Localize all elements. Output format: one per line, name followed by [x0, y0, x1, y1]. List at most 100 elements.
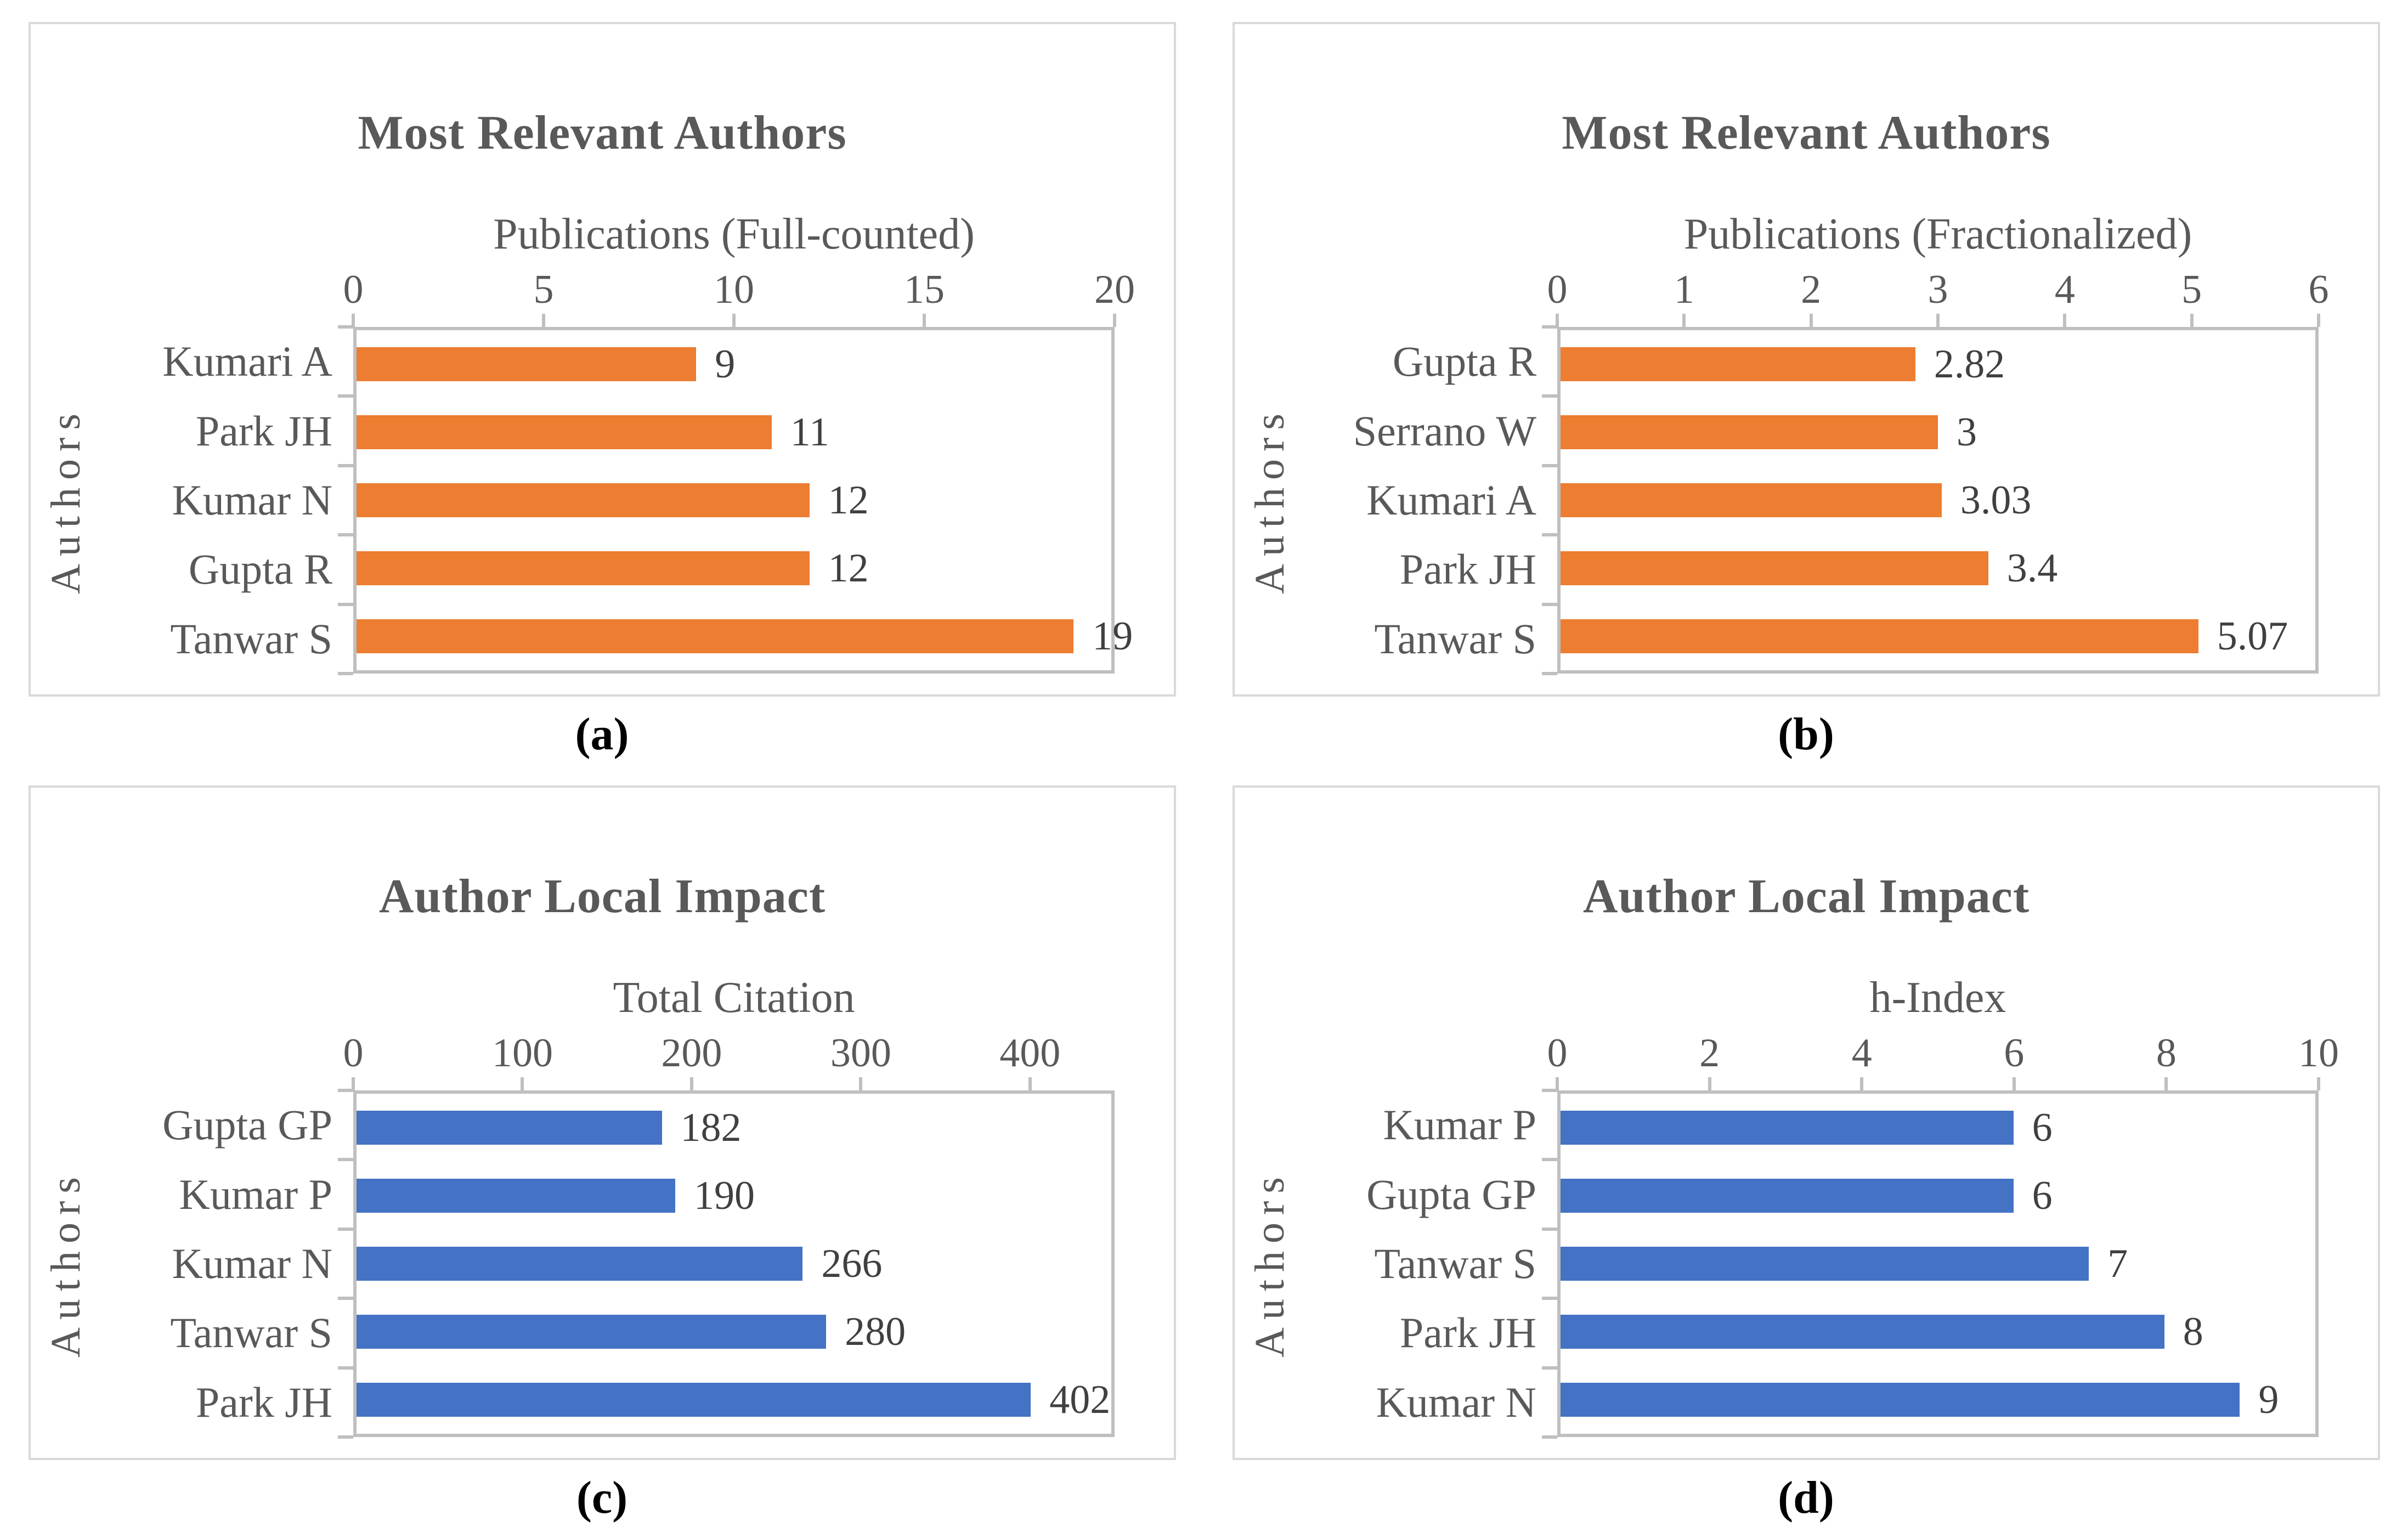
category-labels: Gupta GP Kumar P Kumar N Tanwar S Park JH	[47, 1090, 332, 1437]
value-label: 402	[1049, 1377, 1111, 1422]
bar	[357, 1247, 803, 1281]
bar	[357, 619, 1074, 653]
bar	[357, 551, 810, 585]
x-tick-mark	[1556, 314, 1559, 327]
category-label: Tanwar S	[1374, 1239, 1536, 1287]
x-tick-label: 20	[1094, 267, 1135, 312]
x-tick-label: 2	[1801, 267, 1822, 312]
category-label: Gupta GP	[1366, 1170, 1536, 1218]
y-tick-mark	[1542, 1227, 1557, 1231]
y-tick-mark	[338, 1297, 353, 1300]
x-tick-mark	[1028, 1077, 1032, 1090]
x-tick-label: 6	[2308, 267, 2329, 312]
value-label: 11	[790, 410, 830, 455]
x-tick-label: 1	[1674, 267, 1694, 312]
value-label: 8	[2183, 1309, 2203, 1354]
category-label: Gupta GP	[162, 1101, 332, 1149]
y-tick-mark	[1542, 463, 1557, 467]
x-axis-tick-labels: 0 1 2 3 4 5 6	[1547, 267, 2329, 313]
x-tick-mark	[2012, 1077, 2016, 1090]
panel-caption: (b)	[1778, 709, 1834, 760]
bar	[357, 1111, 662, 1145]
x-tick-label: 15	[904, 267, 945, 312]
x-tick-mark	[1809, 314, 1813, 327]
x-tick-label: 0	[343, 267, 364, 312]
x-tick-label: 0	[1547, 1031, 1568, 1076]
value-label: 6	[2032, 1105, 2053, 1150]
quadrant-a: Most Relevant Authors Publications (Full…	[0, 0, 1204, 764]
y-tick-mark	[338, 602, 353, 606]
bar	[357, 483, 810, 517]
y-tick-mark	[338, 1227, 353, 1231]
x-axis-tick-marks	[352, 314, 1116, 327]
y-tick-mark	[338, 533, 353, 537]
x-tick-mark	[732, 314, 736, 327]
x-tick-mark	[1556, 1077, 1559, 1090]
chart-panel-d: Author Local Impact h-Index 0 2 4 6 8 10 Auth…	[1233, 785, 2380, 1460]
category-label: Gupta R	[1392, 337, 1536, 386]
y-tick-mark	[338, 1158, 353, 1162]
category-label: Park JH	[195, 406, 332, 455]
quadrant-d: Author Local Impact h-Index 0 2 4 6 8 10 Auth…	[1204, 764, 2408, 1527]
chart-title: Most Relevant Authors	[1562, 106, 2051, 160]
category-label: Park JH	[195, 1378, 332, 1426]
x-axis-tick-labels: 0 100 200 300 400	[343, 1030, 1115, 1076]
value-label: 19	[1092, 614, 1133, 659]
x-axis-tick-labels: 0 5 10 15 20	[343, 267, 1135, 313]
category-label: Gupta R	[188, 545, 332, 593]
plot-area: 2.82 3 3.03 3.4 5.07	[1557, 327, 2319, 674]
x-tick-label: 0	[1547, 267, 1568, 312]
x-axis-title: Total Citation	[613, 974, 855, 1022]
bar	[1561, 347, 1915, 381]
y-tick-mark	[338, 672, 353, 675]
x-tick-mark	[2164, 1077, 2168, 1090]
category-label: Serrano W	[1353, 406, 1536, 455]
bar	[1561, 1315, 2164, 1349]
bar	[357, 1383, 1031, 1417]
category-label: Park JH	[1399, 1309, 1536, 1357]
value-label: 12	[828, 546, 869, 591]
x-axis-tick-labels: 0 2 4 6 8 10	[1547, 1030, 2339, 1076]
y-tick-mark	[1542, 1158, 1557, 1162]
y-tick-mark	[1542, 1089, 1557, 1092]
x-tick-mark	[352, 1077, 355, 1090]
value-label: 9	[2258, 1377, 2279, 1422]
x-tick-mark	[2317, 314, 2320, 327]
plot-area: 6 6 7 8 9	[1557, 1090, 2319, 1437]
bar	[1561, 483, 1942, 517]
y-tick-mark	[1542, 533, 1557, 537]
x-tick-label: 2	[1699, 1031, 1720, 1076]
quadrant-c: Author Local Impact Total Citation 0 100 2…	[0, 764, 1204, 1527]
category-label: Kumar P	[1383, 1101, 1536, 1149]
x-tick-mark	[1113, 314, 1116, 327]
bar	[357, 415, 772, 449]
category-label: Kumari A	[1366, 476, 1536, 524]
value-label: 2.82	[1934, 342, 2005, 387]
x-tick-mark	[859, 1077, 863, 1090]
y-axis-tick-marks	[1542, 325, 1557, 675]
bar	[1561, 1179, 2014, 1213]
x-tick-mark	[1682, 314, 1686, 327]
x-axis-title: Publications (Fractionalized)	[1683, 210, 2192, 258]
x-axis-tick-marks	[1556, 314, 2320, 327]
category-label: Kumar P	[179, 1170, 332, 1218]
y-axis-tick-marks	[1542, 1089, 1557, 1439]
x-tick-mark	[923, 314, 926, 327]
value-label: 12	[828, 478, 869, 523]
y-tick-mark	[1542, 602, 1557, 606]
x-tick-mark	[1708, 1077, 1711, 1090]
panel-caption: (c)	[576, 1472, 628, 1523]
value-label: 7	[2107, 1241, 2128, 1286]
x-axis-title: h-Index	[1869, 974, 2006, 1022]
x-tick-label: 200	[661, 1031, 722, 1076]
y-tick-mark	[338, 325, 353, 329]
bar	[357, 1315, 827, 1349]
quadrant-b: Most Relevant Authors Publications (Frac…	[1204, 0, 2408, 764]
x-tick-label: 8	[2156, 1031, 2177, 1076]
value-label: 3	[1957, 410, 1977, 455]
x-axis-title: Publications (Full-counted)	[493, 210, 975, 258]
value-label: 280	[845, 1309, 906, 1354]
category-labels: Kumar P Gupta GP Tanwar S Park JH Kumar N	[1251, 1090, 1536, 1437]
y-tick-mark	[1542, 325, 1557, 329]
